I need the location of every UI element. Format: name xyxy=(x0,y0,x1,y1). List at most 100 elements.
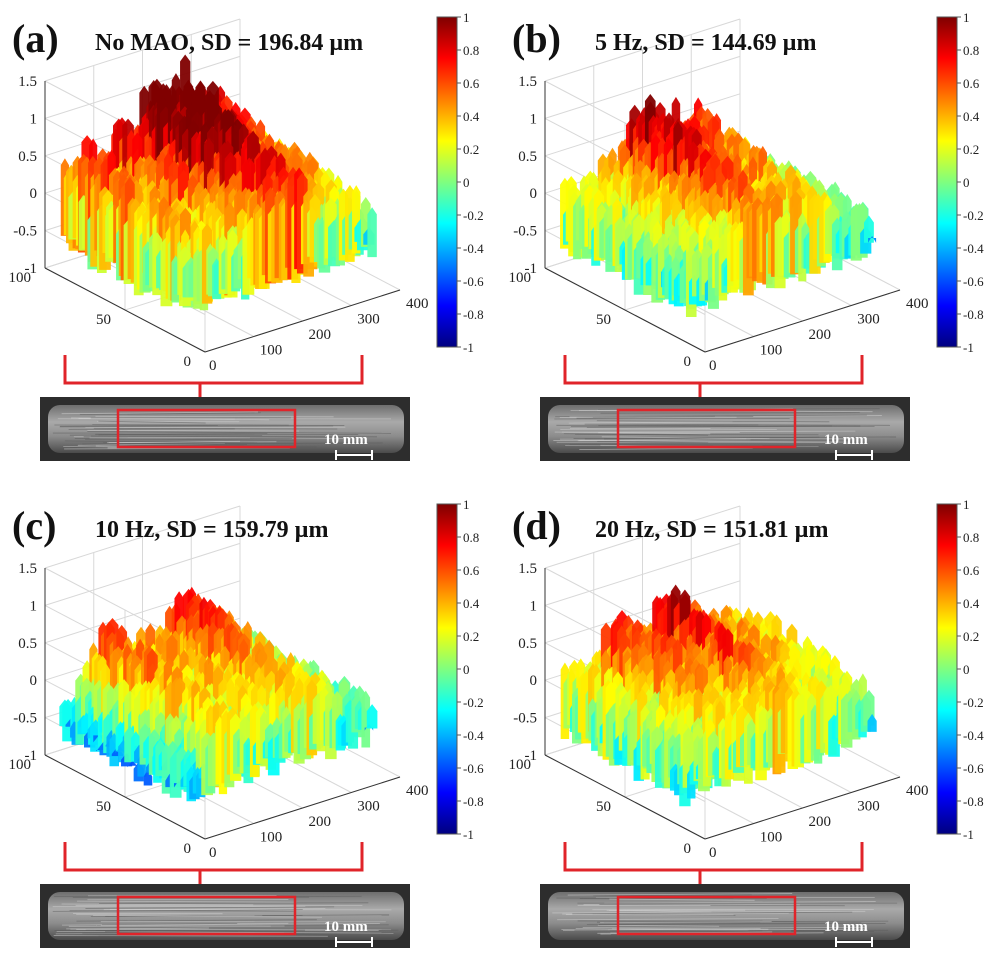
y-tick-label: 0 xyxy=(184,841,192,857)
colorbar-tick-label: -1 xyxy=(463,340,474,355)
x-tick-label: 300 xyxy=(357,312,380,328)
z-tick-label: -1 xyxy=(525,261,538,277)
z-tick-label: -0.5 xyxy=(513,711,537,727)
scale-bar-label: 10 mm xyxy=(824,432,868,448)
colorbar-tick-label: -0.8 xyxy=(463,794,484,809)
colorbar xyxy=(436,16,458,348)
roi-bracket xyxy=(63,842,364,872)
specimen-photo xyxy=(40,397,410,461)
colorbar-tick-label: 0 xyxy=(463,662,470,677)
colorbar-tick-label: -0.2 xyxy=(963,208,984,223)
x-tick-label: 0 xyxy=(209,358,217,374)
colorbar-tick-label: -0.4 xyxy=(963,241,984,256)
z-tick-label: 0.5 xyxy=(518,636,537,652)
roi-bracket xyxy=(563,355,864,385)
specimen-photo xyxy=(540,397,910,461)
colorbar-tick-label: 0.4 xyxy=(463,596,480,611)
y-tick-label: 100 xyxy=(9,270,32,286)
x-axis-line xyxy=(204,776,401,840)
z-tick-label: 1.5 xyxy=(18,561,37,577)
colorbar xyxy=(936,16,958,348)
x-tick-label: 400 xyxy=(406,783,429,799)
z-tick-label: 1 xyxy=(30,111,38,127)
panel-label: (b) xyxy=(512,16,561,61)
colorbar-tick-label: 0 xyxy=(963,662,970,677)
colorbar-tick-label: 0.8 xyxy=(463,530,479,545)
colorbar-tick-label: -1 xyxy=(963,827,974,842)
colorbar-tick-label: 1 xyxy=(463,497,470,512)
colorbar-tick-label: -0.4 xyxy=(963,728,984,743)
colorbar-tick-label: 0.8 xyxy=(963,43,979,58)
x-tick-label: 0 xyxy=(709,845,717,861)
colorbar-tick-label: 1 xyxy=(463,10,470,25)
colorbar-tick-label: -0.6 xyxy=(963,761,984,776)
colorbar-tick-label: -1 xyxy=(963,340,974,355)
y-tick-label: 50 xyxy=(596,799,611,815)
panel-d: 1.5 1 0.5 0 -0.5 -1 100 50 0 0 100 200 300 400 1 0.8 0.6… xyxy=(500,487,1000,974)
panel-title: 20 Hz, SD = 151.81 µm xyxy=(595,517,829,543)
surface-facet xyxy=(366,704,378,729)
z-tick-label: 1.5 xyxy=(518,561,537,577)
panel-label: (a) xyxy=(12,16,59,61)
surface-facet xyxy=(863,215,874,243)
x-axis-line xyxy=(704,289,901,353)
colorbar-tick-label: -0.8 xyxy=(463,307,484,322)
y-tick-label: 0 xyxy=(684,841,692,857)
z-tick-label: 1 xyxy=(530,598,538,614)
z-tick-label: 0 xyxy=(530,186,538,202)
y-tick-label: 100 xyxy=(509,757,532,773)
colorbar-tick-label: 0.6 xyxy=(963,76,980,91)
colorbar-tick-label: 0 xyxy=(463,175,470,190)
z-tick-label: -1 xyxy=(525,748,538,764)
colorbar-tick-label: 0 xyxy=(963,175,970,190)
colorbar-tick-label: -0.8 xyxy=(963,794,984,809)
y-tick-label: 0 xyxy=(684,354,692,370)
colorbar-tick-label: -0.6 xyxy=(463,274,484,289)
colorbar xyxy=(936,503,958,835)
roi-box xyxy=(616,895,797,936)
z-tick-label: 0 xyxy=(30,673,38,689)
surface-facet xyxy=(367,207,377,258)
surface-mesh xyxy=(560,94,877,318)
roi-box xyxy=(616,408,797,449)
z-tick-label: -1 xyxy=(25,261,38,277)
colorbar xyxy=(436,503,458,835)
surface-facet xyxy=(361,690,371,748)
y-axis-line xyxy=(544,754,706,840)
colorbar-tick-label: 0.6 xyxy=(463,76,480,91)
colorbar-tick-label: 0.2 xyxy=(463,142,479,157)
colorbar-tick-label: 0.8 xyxy=(963,530,979,545)
colorbar-tick-label: -0.2 xyxy=(463,695,484,710)
x-tick-label: 200 xyxy=(309,327,332,343)
colorbar-tick-label: 0.2 xyxy=(963,142,979,157)
y-tick-label: 0 xyxy=(184,354,192,370)
x-tick-label: 100 xyxy=(760,830,783,846)
x-axis-line xyxy=(204,289,401,353)
x-tick-label: 100 xyxy=(760,343,783,359)
colorbar-tick-label: 0.2 xyxy=(463,629,479,644)
panel-title: 5 Hz, SD = 144.69 µm xyxy=(595,30,817,56)
panel-title: No MAO, SD = 196.84 µm xyxy=(95,30,363,56)
x-tick-label: 300 xyxy=(357,799,380,815)
specimen-photo xyxy=(540,884,910,948)
colorbar-tick-label: -0.4 xyxy=(463,728,484,743)
colorbar-tick-label: -0.6 xyxy=(963,274,984,289)
x-axis-line xyxy=(704,776,901,840)
x-tick-label: 0 xyxy=(209,845,217,861)
panel-c: 1.5 1 0.5 0 -0.5 -1 100 50 0 0 100 200 300 400 1 0.8 0.6… xyxy=(0,487,500,974)
colorbar-tick-label: 0.4 xyxy=(963,596,980,611)
colorbar-tick-label: -0.8 xyxy=(963,307,984,322)
colorbar-tick-label: 0.2 xyxy=(963,629,979,644)
colorbar-tick-label: -0.2 xyxy=(963,695,984,710)
z-tick-label: -0.5 xyxy=(13,224,37,240)
panel-title: 10 Hz, SD = 159.79 µm xyxy=(95,517,329,543)
x-tick-label: 400 xyxy=(406,296,429,312)
roi-bracket xyxy=(63,355,364,385)
roi-box xyxy=(116,408,297,449)
y-axis-line xyxy=(44,267,206,353)
panel-a: 1.5 1 0.5 0 -0.5 -1 100 50 0 0 100 200 300 400 1 0.8 0.6… xyxy=(0,0,500,487)
z-tick-label: -1 xyxy=(25,748,38,764)
x-tick-label: 400 xyxy=(906,296,929,312)
colorbar-tick-label: -0.6 xyxy=(463,761,484,776)
